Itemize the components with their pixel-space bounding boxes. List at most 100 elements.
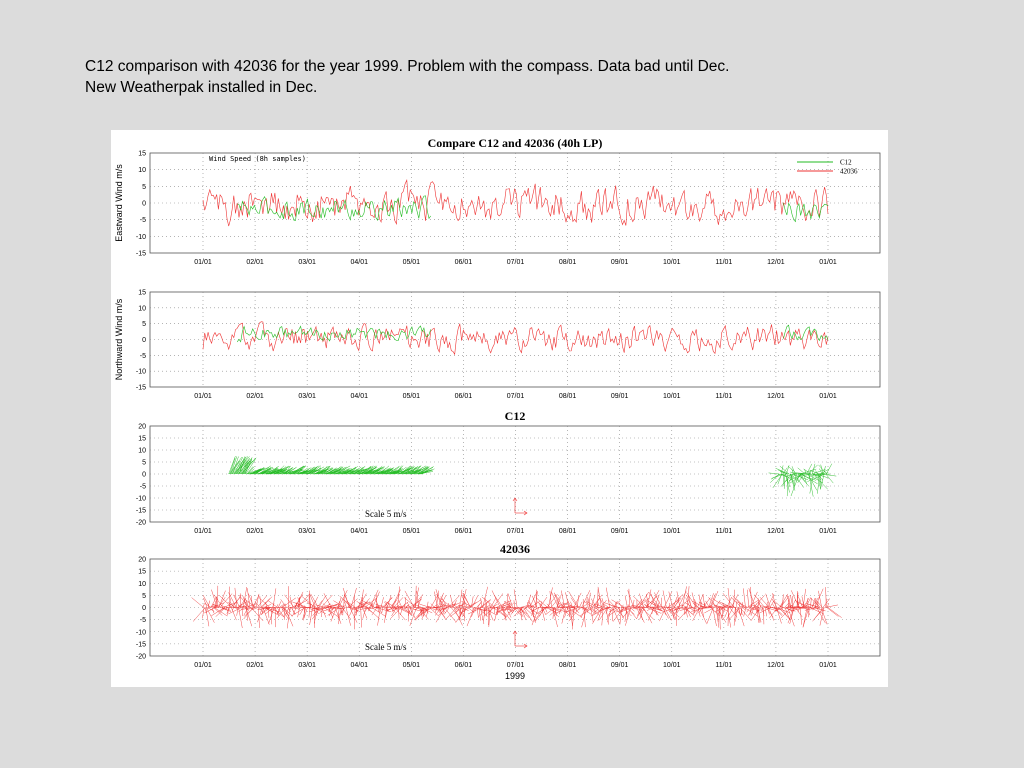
stick xyxy=(442,607,444,615)
stick xyxy=(750,607,761,622)
stick xyxy=(430,603,435,608)
stick xyxy=(679,607,694,611)
stick xyxy=(354,467,364,475)
stick xyxy=(240,457,253,475)
stick xyxy=(520,607,527,621)
stick xyxy=(523,607,533,622)
stick xyxy=(825,604,838,608)
stick xyxy=(488,607,493,615)
stick xyxy=(507,593,513,608)
stick xyxy=(571,607,575,630)
stick xyxy=(808,464,818,475)
stick xyxy=(455,607,461,613)
stick xyxy=(480,607,485,625)
stick xyxy=(448,595,460,608)
stick xyxy=(271,607,276,613)
stick xyxy=(802,607,808,628)
stick xyxy=(468,599,482,608)
series-line-c12 xyxy=(783,202,829,223)
stick xyxy=(385,607,389,618)
stick xyxy=(406,466,415,475)
stick xyxy=(232,607,234,611)
stick xyxy=(286,467,294,475)
stick xyxy=(402,468,409,475)
stick xyxy=(797,467,806,475)
y-tick-label: 5 xyxy=(142,184,146,191)
stick xyxy=(279,603,285,608)
caption-line-2: New Weatherpak installed in Dec. xyxy=(85,79,318,96)
stick xyxy=(248,593,255,608)
stick xyxy=(400,467,409,475)
stick xyxy=(535,597,548,608)
stick xyxy=(257,607,271,610)
stick xyxy=(205,607,210,627)
stick xyxy=(377,467,387,475)
stick xyxy=(742,607,746,611)
stick xyxy=(627,607,637,619)
stick xyxy=(724,606,733,608)
stick xyxy=(739,607,751,620)
stick xyxy=(650,602,660,608)
stick xyxy=(398,600,403,608)
stick xyxy=(806,607,811,616)
stick xyxy=(736,599,746,608)
stick xyxy=(771,473,785,479)
stick xyxy=(396,465,404,475)
stick xyxy=(673,607,682,611)
stick xyxy=(686,592,697,608)
stick xyxy=(819,607,825,626)
stick xyxy=(651,600,661,608)
stick xyxy=(348,598,358,608)
stick xyxy=(293,607,297,615)
stick xyxy=(239,593,242,608)
y-tick-label: 0 xyxy=(142,605,146,612)
stick xyxy=(368,607,371,612)
stick xyxy=(723,604,737,608)
stick xyxy=(661,606,671,608)
y-tick-label: -5 xyxy=(140,484,146,491)
chart-panel-3: 20 15 10 5 0 -5 -10 -15 -20 01/01 02/01 03/01 04/01 0… xyxy=(136,409,881,535)
stick xyxy=(243,607,249,616)
stick xyxy=(817,601,823,608)
stick xyxy=(779,593,789,608)
stick xyxy=(676,605,680,608)
stick xyxy=(320,594,333,608)
stick xyxy=(429,607,439,617)
stick xyxy=(668,591,673,608)
stick xyxy=(812,607,815,611)
stick xyxy=(235,460,243,475)
stick xyxy=(462,607,467,617)
stick xyxy=(687,586,690,608)
stick xyxy=(417,466,430,475)
stick xyxy=(413,465,422,475)
stick xyxy=(795,472,811,475)
stick xyxy=(529,605,536,608)
stick xyxy=(476,607,479,619)
x-tick-label: 11/01 xyxy=(715,393,732,400)
stick xyxy=(598,595,605,608)
x-tick-label: 04/01 xyxy=(350,393,368,400)
stick xyxy=(526,594,532,608)
stick xyxy=(386,595,392,608)
stick xyxy=(646,607,662,614)
stick xyxy=(234,587,238,608)
stick xyxy=(666,607,670,609)
stick xyxy=(580,607,586,618)
stick xyxy=(772,473,783,489)
stick xyxy=(204,607,216,614)
stick xyxy=(321,607,323,618)
stick xyxy=(771,598,778,608)
stick xyxy=(644,604,648,608)
stick xyxy=(485,607,488,617)
stick xyxy=(383,467,394,475)
stick xyxy=(377,607,380,613)
y-tick-label: -10 xyxy=(136,234,146,241)
stick xyxy=(656,607,661,610)
stick xyxy=(419,466,430,475)
stick xyxy=(772,603,775,608)
stick xyxy=(662,590,667,608)
stick xyxy=(809,597,821,608)
stick xyxy=(239,459,245,475)
stick xyxy=(503,607,515,620)
stick xyxy=(387,468,397,475)
